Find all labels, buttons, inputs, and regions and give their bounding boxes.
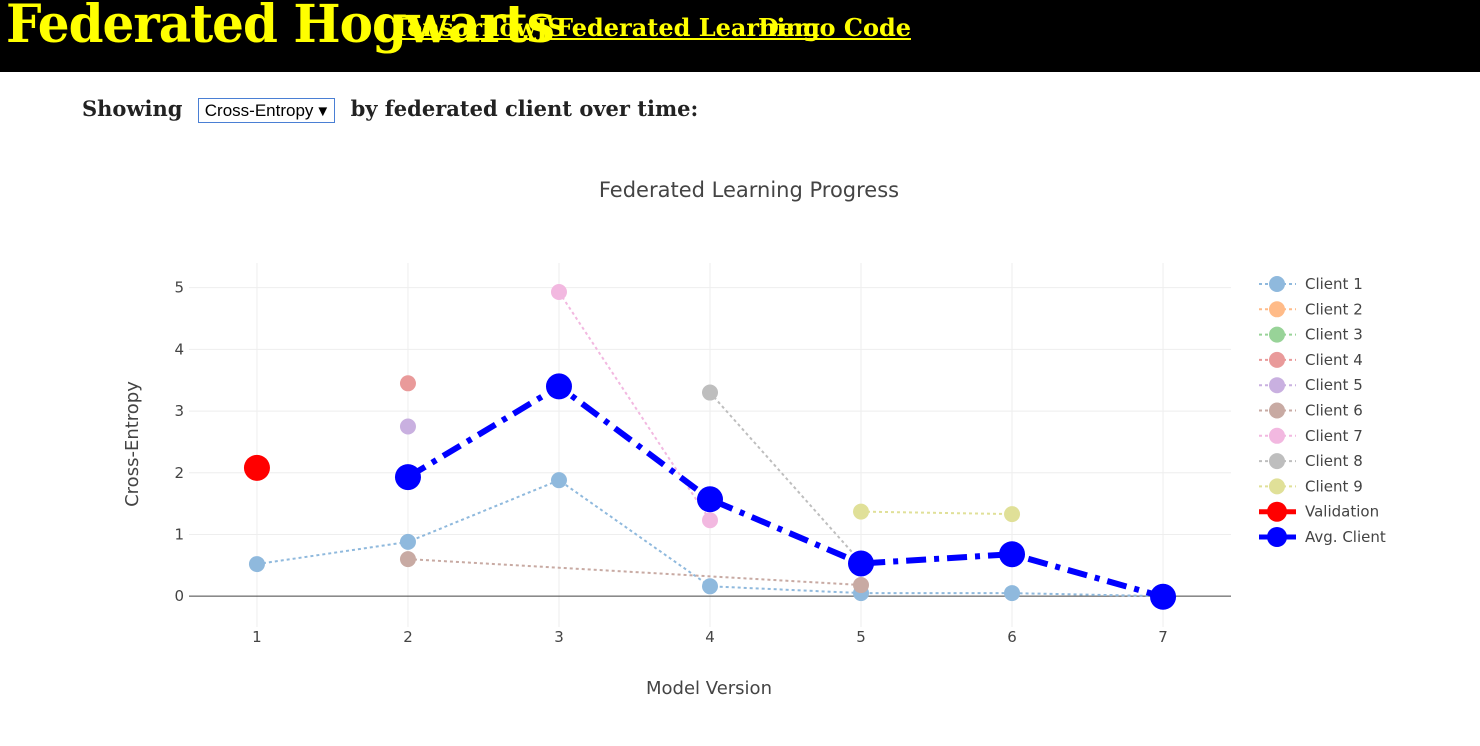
legend-label: Validation bbox=[1305, 503, 1379, 521]
legend-label: Avg. Client bbox=[1305, 528, 1386, 546]
series-client-9 bbox=[853, 503, 1021, 523]
top-navbar: Federated Hogwarts TensorflowJS Federate… bbox=[0, 0, 1480, 72]
data-point[interactable] bbox=[853, 577, 870, 594]
legend-label: Client 7 bbox=[1305, 427, 1363, 445]
data-point[interactable] bbox=[1150, 583, 1177, 610]
series-client-6 bbox=[399, 551, 870, 594]
metric-select-value: Cross-Entropy bbox=[204, 101, 314, 120]
legend-label: Client 1 bbox=[1305, 275, 1363, 293]
y-tick-label: 5 bbox=[174, 279, 184, 297]
legend-marker bbox=[1269, 351, 1285, 368]
series-validation bbox=[243, 454, 270, 481]
legend-marker bbox=[1269, 377, 1285, 394]
nav-link-demo-code[interactable]: Demo Code bbox=[758, 13, 911, 42]
nav-link-tensorflowjs[interactable]: TensorflowJS bbox=[392, 13, 565, 42]
x-tick-label: 1 bbox=[252, 628, 262, 646]
series-line bbox=[406, 382, 1164, 600]
chart-series bbox=[243, 283, 1177, 610]
legend-item[interactable]: Validation bbox=[1259, 501, 1379, 522]
chart-title: Federated Learning Progress bbox=[599, 178, 899, 202]
data-point[interactable] bbox=[550, 472, 567, 489]
legend-label: Client 6 bbox=[1305, 402, 1363, 420]
series-line bbox=[709, 391, 862, 563]
series-client-5 bbox=[399, 418, 416, 435]
data-point[interactable] bbox=[399, 551, 416, 568]
legend-label: Client 4 bbox=[1305, 351, 1363, 369]
legend-item[interactable]: Avg. Client bbox=[1259, 527, 1386, 547]
legend-item[interactable]: Client 6 bbox=[1259, 402, 1363, 420]
legend-label: Client 5 bbox=[1305, 376, 1363, 394]
brand-logo[interactable]: Federated Hogwarts bbox=[6, 0, 555, 55]
legend-item[interactable]: Client 2 bbox=[1259, 300, 1363, 318]
x-tick-label: 3 bbox=[554, 628, 564, 646]
legend-item[interactable]: Client 4 bbox=[1259, 351, 1363, 369]
dropdown-arrow-icon: ▼ bbox=[315, 103, 331, 120]
data-point[interactable] bbox=[394, 464, 421, 491]
showing-label: Showing bbox=[82, 96, 183, 121]
metric-select[interactable]: Cross-Entropy ▼ bbox=[197, 98, 336, 123]
series-client-4 bbox=[399, 375, 416, 392]
x-axis-title: Model Version bbox=[646, 678, 772, 699]
nav-link-federated-learning[interactable]: Federated Learning bbox=[556, 13, 820, 42]
x-tick-label: 5 bbox=[856, 628, 866, 646]
x-tick-label: 4 bbox=[705, 628, 715, 646]
data-point[interactable] bbox=[697, 486, 723, 513]
legend-item[interactable]: Client 8 bbox=[1259, 452, 1363, 470]
legend-marker bbox=[1269, 276, 1285, 292]
data-point[interactable] bbox=[399, 533, 416, 550]
series-avg-client bbox=[394, 373, 1177, 610]
data-point[interactable] bbox=[545, 373, 572, 400]
y-axis-title: Cross-Entropy bbox=[122, 381, 143, 507]
data-point[interactable] bbox=[702, 384, 718, 401]
data-point[interactable] bbox=[248, 556, 265, 573]
y-tick-label: 3 bbox=[174, 402, 184, 420]
data-point[interactable] bbox=[853, 503, 870, 520]
series-client-8 bbox=[702, 384, 870, 571]
legend-item[interactable]: Client 7 bbox=[1259, 427, 1363, 445]
legend-item[interactable]: Client 1 bbox=[1259, 275, 1363, 293]
x-tick-label: 2 bbox=[403, 628, 413, 646]
legend-marker bbox=[1269, 427, 1285, 444]
data-point[interactable] bbox=[399, 418, 416, 435]
legend-label: Client 9 bbox=[1305, 477, 1363, 495]
legend-item[interactable]: Client 5 bbox=[1259, 376, 1363, 394]
x-tick-label: 7 bbox=[1158, 628, 1168, 646]
legend-label: Client 3 bbox=[1305, 326, 1363, 344]
legend-label: Client 8 bbox=[1305, 452, 1363, 470]
legend-marker bbox=[1267, 501, 1287, 522]
data-point[interactable] bbox=[848, 550, 875, 577]
chart-grid bbox=[189, 263, 1231, 627]
data-point[interactable] bbox=[1004, 506, 1021, 523]
y-tick-label: 1 bbox=[174, 525, 184, 543]
showing-suffix: by federated client over time: bbox=[350, 96, 699, 121]
legend-marker bbox=[1269, 301, 1285, 318]
data-point[interactable] bbox=[1004, 585, 1021, 602]
data-point[interactable] bbox=[702, 512, 718, 529]
legend-item[interactable]: Client 3 bbox=[1259, 326, 1363, 344]
federated-progress-chart: Federated Learning Progress 1 2 3 4 5 6 7 0 1 2 3 4… bbox=[122, 178, 1386, 699]
chart-axes: 1 2 3 4 5 6 7 0 1 2 3 4 5 bbox=[174, 279, 1231, 646]
data-point[interactable] bbox=[999, 541, 1026, 568]
data-point[interactable] bbox=[702, 578, 718, 595]
legend-marker bbox=[1269, 402, 1285, 419]
y-tick-label: 4 bbox=[174, 340, 184, 358]
legend-marker bbox=[1269, 326, 1285, 343]
data-point[interactable] bbox=[243, 454, 270, 481]
legend-item[interactable]: Client 9 bbox=[1259, 477, 1363, 495]
legend-marker bbox=[1267, 527, 1287, 547]
chart-legend: Client 1 Client 2 Client 3 Client 4 Client 5… bbox=[1259, 275, 1386, 547]
series-line bbox=[860, 510, 1013, 516]
y-tick-label: 0 bbox=[174, 587, 184, 605]
data-point[interactable] bbox=[399, 375, 416, 392]
legend-marker bbox=[1269, 453, 1285, 470]
y-tick-label: 2 bbox=[174, 464, 184, 482]
metric-sentence: Showing Cross-Entropy ▼ by federated clie… bbox=[82, 96, 698, 123]
series-line bbox=[407, 558, 862, 586]
data-point[interactable] bbox=[550, 283, 567, 300]
x-tick-label: 6 bbox=[1007, 628, 1017, 646]
legend-label: Client 2 bbox=[1305, 300, 1363, 318]
legend-marker bbox=[1269, 478, 1285, 495]
